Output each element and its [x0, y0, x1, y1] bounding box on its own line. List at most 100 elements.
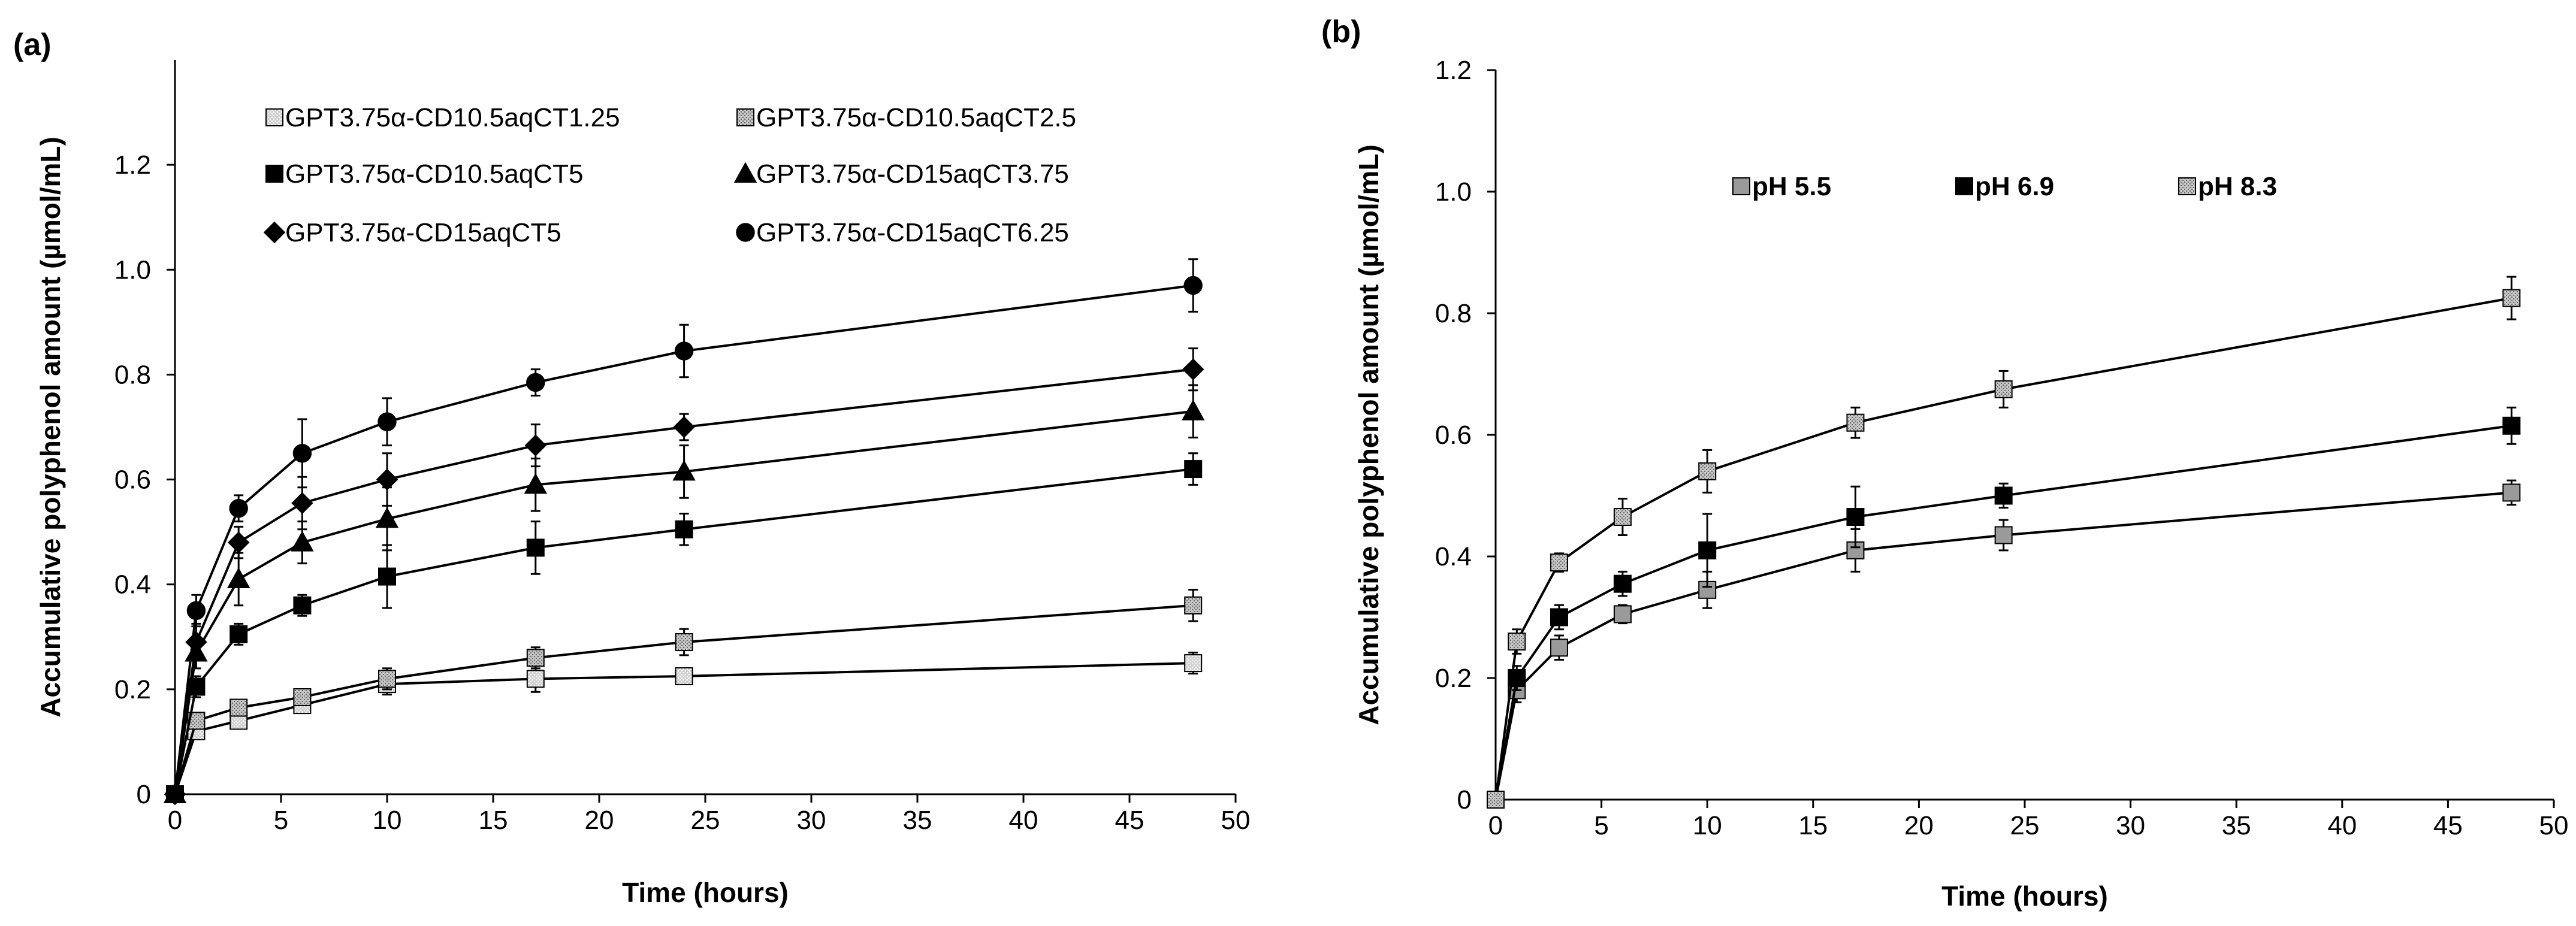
data-point: [375, 507, 399, 528]
x-tick-label: 0: [1488, 811, 1503, 840]
data-point: [376, 468, 398, 491]
series-gpt3-75-cd10-5aqct1-25: [166, 652, 1203, 803]
data-point: [1994, 380, 2013, 398]
x-tick-label: 40: [2327, 811, 2357, 840]
x-axis-title: Time (hours): [622, 877, 789, 908]
data-point: [1550, 553, 1568, 572]
x-tick-label: 0: [168, 806, 182, 835]
x-tick-label: 10: [1693, 811, 1722, 840]
data-point: [675, 520, 693, 538]
x-axis-title: Time (hours): [1941, 880, 2108, 912]
x-tick-label: 10: [373, 806, 402, 835]
data-point: [1613, 605, 1632, 624]
y-tick-label: 0: [1457, 785, 1472, 815]
data-point: [292, 444, 312, 463]
data-point: [186, 601, 206, 621]
x-tick-label: 25: [691, 806, 720, 835]
data-point: [291, 492, 313, 515]
legend-marker-ph-8-3: [2178, 177, 2196, 195]
data-point: [1183, 276, 1203, 295]
data-point: [526, 649, 545, 667]
data-point: [1994, 526, 2013, 544]
data-point: [293, 688, 312, 706]
data-point: [229, 698, 248, 717]
y-axis-title: Accumulative polyphenol amount (µmol/mL): [35, 137, 66, 718]
series-ph-5-5: [1487, 479, 2521, 809]
legend: pH 5.5 pH 6.9 pH 8.3: [1732, 172, 2277, 201]
y-tick-label: 1.2: [1435, 56, 1472, 85]
panel-label: (b): [1321, 14, 1361, 49]
legend-marker-gpt3-75-cd10-5aqct1-25: [265, 108, 283, 126]
data-point: [1508, 633, 1526, 651]
data-point: [1487, 791, 1505, 809]
legend-label: pH 5.5: [1752, 172, 1831, 201]
legend-label: GPT3.75α-CD10.5aqCT1.25: [285, 103, 620, 132]
data-point: [1550, 638, 1568, 657]
series-line: [1494, 424, 2512, 800]
y-tick-label: 1.2: [114, 150, 151, 180]
legend: GPT3.75α-CD10.5aqCT1.25 GPT3.75α-CD10.5aq…: [263, 103, 1076, 247]
data-point: [185, 631, 207, 653]
series-gpt3-75-cd10-5aqct5: [166, 452, 1203, 803]
data-point: [165, 785, 185, 804]
data-point: [1550, 608, 1568, 627]
data-point: [378, 670, 396, 688]
data-point: [1698, 541, 1717, 559]
data-point: [229, 625, 248, 643]
series-gpt3-75-cd10-5aqct2-5: [166, 588, 1203, 803]
legend-marker-gpt3-75-cd10-5aqct5: [265, 165, 283, 183]
legend-marker-ph-6-9: [1955, 177, 1973, 195]
x-tick-label: 35: [2222, 811, 2251, 840]
data-point: [229, 499, 248, 518]
data-point: [1182, 358, 1204, 380]
legend-label: GPT3.75α-CD15aqCT5: [285, 218, 561, 247]
series-ph-8-3: [1487, 276, 2521, 809]
x-tick-label: 45: [2433, 811, 2463, 840]
data-point: [2502, 483, 2521, 502]
legend-label: pH 6.9: [1975, 172, 2054, 201]
panel-a-chart: (a) 0 0.2 0.4 0.6 0.8 1.0 1.2 0 5 10 15 20 25 30 35 40 45…: [13, 28, 1250, 908]
x-tick-label: 20: [585, 806, 614, 835]
y-tick-label: 0.4: [1435, 542, 1472, 571]
x-tick-label: 50: [2539, 811, 2569, 840]
data-point: [526, 373, 545, 392]
y-axis-title: Accumulative polyphenol amount (µmol/mL): [1353, 144, 1384, 725]
data-point: [1613, 508, 1632, 526]
data-point: [378, 567, 396, 586]
data-point: [674, 341, 694, 361]
series-gpt3-75-cd15aqct6-25: [165, 258, 1203, 804]
x-tick-label: 20: [1904, 811, 1934, 840]
y-tick-label: 0: [137, 780, 151, 809]
x-tick-label: 5: [274, 806, 288, 835]
data-point: [227, 531, 250, 553]
x-tick-label: 5: [1594, 811, 1608, 840]
y-tick-label: 0.4: [114, 570, 151, 600]
series-line: [1494, 296, 2512, 800]
legend-marker-gpt3-75-cd15aqct6-25: [736, 223, 755, 242]
legend-marker-gpt3-75-cd15aqct5: [263, 221, 286, 244]
panel-label: (a): [13, 28, 52, 62]
series-line: [174, 368, 1194, 795]
data-point: [1184, 460, 1203, 479]
data-point: [291, 531, 314, 552]
legend-marker-gpt3-75-cd15aqct3-75: [733, 162, 757, 183]
x-tick-label: 15: [479, 806, 508, 835]
data-point: [673, 416, 695, 438]
x-tick-label: 40: [1009, 806, 1038, 835]
legend-label: GPT3.75α-CD15aqCT3.75: [756, 159, 1069, 189]
data-point: [526, 670, 545, 688]
data-point: [675, 633, 693, 652]
x-tick-label: 35: [903, 806, 932, 835]
x-tick-label: 25: [2010, 811, 2040, 840]
x-tick-label: 45: [1115, 806, 1144, 835]
data-point: [378, 412, 397, 431]
data-point: [675, 667, 693, 685]
data-point: [1846, 508, 1865, 526]
x-tick-label: 15: [1798, 811, 1828, 840]
panel-b-chart: (b) 0 0.2 0.4 0.6 0.8 1.0 1.2 0 5 10 15 20 25 30 35 40 45…: [1321, 14, 2568, 912]
data-point: [1994, 486, 2013, 505]
legend-label: GPT3.75α-CD15aqCT6.25: [756, 218, 1069, 247]
data-point: [1613, 574, 1632, 593]
data-point: [2502, 289, 2521, 307]
